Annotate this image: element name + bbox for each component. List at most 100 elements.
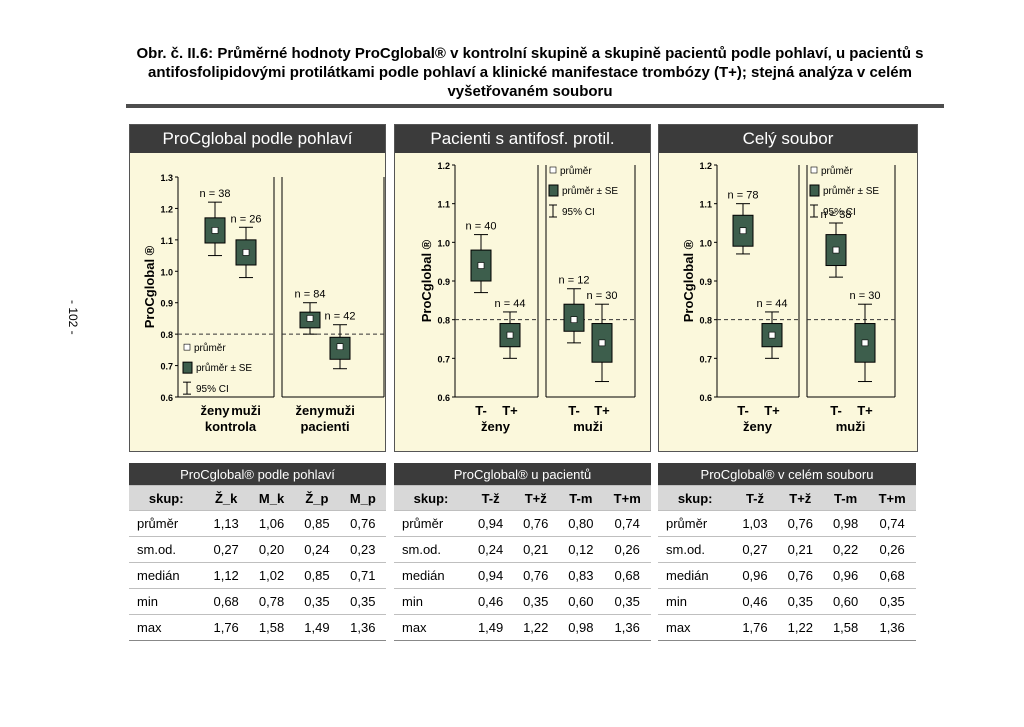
- legend-entry: 95% CI: [196, 384, 229, 395]
- table-row-label: medián: [658, 562, 733, 589]
- mean-marker: [336, 343, 344, 351]
- table-cell: 0,76: [513, 510, 559, 537]
- y-tick-label: 0.7: [160, 362, 173, 372]
- table-cell: 1,49: [468, 614, 514, 641]
- stats-table-whole-cohort: ProCglobal® v celém souboru skup: T-ž T+ž T-…: [658, 463, 916, 641]
- table-row: min 0,46 0,35 0,60 0,35: [658, 588, 916, 615]
- table-cell: 0,80: [558, 510, 604, 537]
- x-category-label: ženy: [201, 403, 231, 418]
- table-cell: 0,85: [294, 510, 340, 537]
- mean-marker: [570, 316, 578, 323]
- chart-procglobal-gender: ProCglobal ® 0.6 0.7 0.8 0.9 1.0 1.1 1.2 1.3 n = …: [142, 173, 385, 434]
- n-label: n = 42: [325, 311, 356, 323]
- table-row: průměr 1,13 1,06 0,85 0,76: [129, 510, 386, 537]
- table-cell: 0,96: [822, 562, 869, 589]
- table-cell: 1,58: [822, 614, 869, 641]
- y-tick-label: 0.9: [699, 277, 712, 287]
- table-row: min 0,68 0,78 0,35 0,35: [129, 588, 386, 615]
- caption-rule: [126, 104, 944, 108]
- table-cell: 0,35: [294, 588, 340, 615]
- table-cell: 1,22: [513, 614, 559, 641]
- n-label: n = 12: [559, 275, 590, 287]
- table-cell: 1,13: [203, 510, 249, 537]
- y-tick-label: 1.0: [160, 267, 173, 277]
- table-row: sm.od. 0,24 0,21 0,12 0,26: [394, 536, 651, 563]
- mean-marker: [861, 339, 869, 347]
- x-category-label: T-: [737, 403, 749, 418]
- table-column-header: M_k: [248, 485, 295, 511]
- table-cell: 0,71: [339, 562, 386, 589]
- y-tick-label: 0.6: [437, 393, 450, 403]
- table-cell: 0,20: [248, 536, 295, 563]
- n-label: n = 84: [295, 289, 326, 301]
- y-tick-label: 1.1: [437, 200, 450, 210]
- table-cell: 0,26: [603, 536, 651, 563]
- table-cell: 0,26: [868, 536, 916, 563]
- table-cell: 0,74: [603, 510, 651, 537]
- page-number: - 102 -: [66, 300, 80, 335]
- mean-marker: [242, 249, 250, 256]
- table-row: medián 1,12 1,02 0,85 0,71: [129, 562, 386, 589]
- chart-panel-procglobal-gender: ProCglobal podle pohlaví ProCglobal ® 0.6…: [129, 124, 386, 452]
- table-cell: 0,96: [732, 562, 778, 589]
- table-cell: 1,12: [203, 562, 249, 589]
- table-cell: 0,68: [868, 562, 916, 589]
- legend-se-swatch: [182, 361, 193, 374]
- table-cell: 0,74: [868, 510, 916, 537]
- chart-panel-antiphospholipid: Pacienti s antifosf. protil. ProCglobal …: [394, 124, 651, 452]
- table-row-label: sm.od.: [129, 536, 204, 563]
- n-label: n = 26: [231, 213, 262, 225]
- x-category-label: T+: [594, 403, 610, 418]
- y-tick-label: 0.6: [699, 393, 712, 403]
- table-column-header: T-ž: [732, 485, 778, 511]
- table-row-label: sm.od.: [394, 536, 469, 563]
- table-row-label: průměr: [394, 510, 469, 537]
- table-cell: 0,68: [203, 588, 249, 615]
- table-cell: 0,35: [603, 588, 651, 615]
- group-label: ženy: [481, 419, 511, 434]
- table-cell: 0,23: [339, 536, 386, 563]
- table-cell: 0,60: [822, 588, 869, 615]
- mean-marker: [832, 246, 840, 254]
- x-category-label: T+: [857, 403, 873, 418]
- chart-panel-title: Pacienti s antifosf. protil.: [395, 125, 650, 153]
- y-tick-label: 1.0: [699, 238, 712, 248]
- table-row-label: min: [129, 588, 204, 615]
- stats-table-patients: ProCglobal® u pacientů skup: T-ž T+ž T-m T+m p…: [394, 463, 651, 641]
- legend-mean-swatch: [810, 166, 818, 174]
- table-cell: 0,60: [558, 588, 604, 615]
- table-row: max 1,76 1,22 1,58 1,36: [658, 614, 916, 641]
- table-cell: 0,85: [294, 562, 340, 589]
- legend-se-swatch: [809, 184, 820, 197]
- n-label: n = 30: [850, 290, 881, 302]
- legend-entry: 95% CI: [823, 207, 856, 218]
- table-row: max 1,49 1,22 0,98 1,36: [394, 614, 651, 641]
- legend-entry: 95% CI: [562, 207, 595, 218]
- table-cell: 0,94: [468, 562, 514, 589]
- mean-marker: [598, 339, 606, 347]
- table-cell: 1,58: [248, 614, 295, 641]
- y-tick-label: 0.8: [160, 330, 173, 340]
- table-cell: 0,21: [777, 536, 823, 563]
- table-cell: 0,27: [203, 536, 249, 563]
- table-column-header: Ž_k: [203, 485, 249, 511]
- table-cell: 0,35: [777, 588, 823, 615]
- y-tick-label: 0.9: [437, 277, 450, 287]
- chart-panel-whole-cohort: Celý soubor ProCglobal ® 0.6 0.7 0.8 0.9 1.0 1…: [658, 124, 918, 452]
- table-row-label: medián: [394, 562, 469, 589]
- table-column-header: T-ž: [468, 485, 514, 511]
- table-cell: 0,78: [248, 588, 295, 615]
- table-row-label: max: [129, 614, 204, 641]
- legend-se-swatch: [548, 184, 559, 197]
- x-category-label: muži: [325, 403, 355, 418]
- group-label: pacienti: [300, 419, 349, 434]
- table-cell: 0,76: [777, 562, 823, 589]
- chart-whole-cohort: ProCglobal ® 0.6 0.7 0.8 0.9 1.0 1.1 1.2 n = 78 n…: [681, 161, 896, 434]
- y-tick-label: 1.2: [437, 161, 450, 171]
- table-cell: 0,98: [558, 614, 604, 641]
- table-cell: 1,76: [203, 614, 249, 641]
- legend-entry: průměr ± SE: [823, 185, 879, 197]
- x-category-label: muži: [231, 403, 261, 418]
- figure-caption: Obr. č. II.6: Průměrné hodnoty ProCgloba…: [136, 45, 924, 100]
- legend-entry: průměr: [560, 165, 592, 177]
